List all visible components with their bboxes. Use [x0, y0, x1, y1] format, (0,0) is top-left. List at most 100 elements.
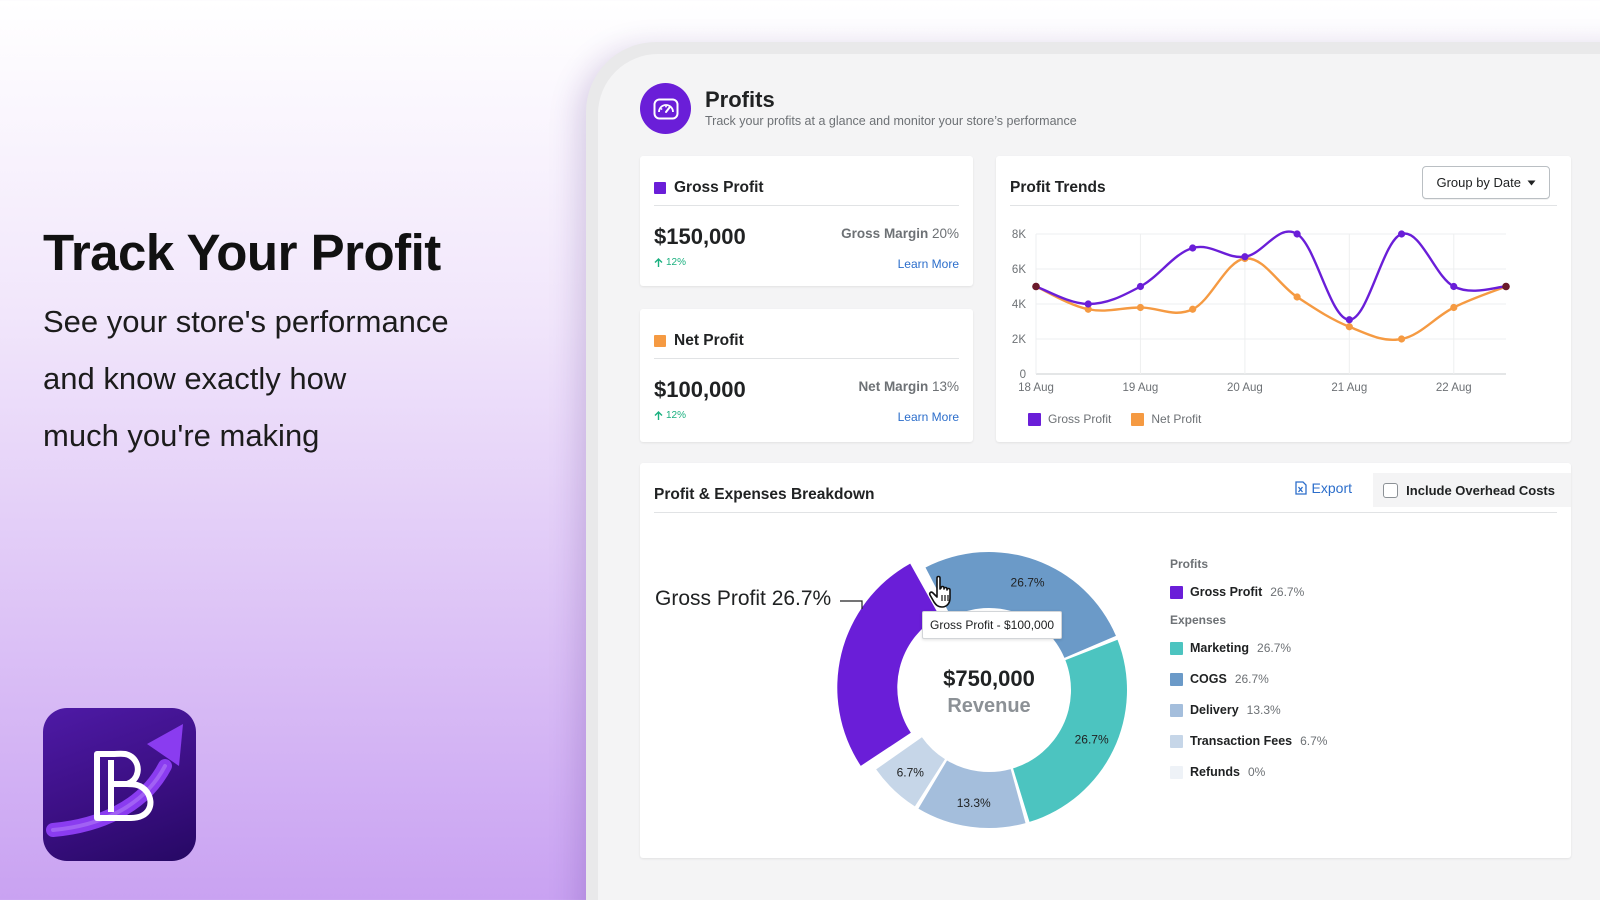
legend-label: Delivery	[1190, 703, 1239, 717]
legend-swatch	[1170, 734, 1183, 748]
legend-pct: 26.7%	[1270, 585, 1305, 599]
pointer-hand-icon	[928, 575, 951, 608]
legend-item-refunds: Refunds 0%	[1170, 765, 1265, 779]
caret-down-icon	[1527, 180, 1536, 185]
card-header: Net Profit	[654, 323, 959, 359]
data-point[interactable]	[1397, 335, 1406, 343]
data-point[interactable]	[1032, 282, 1040, 291]
x-tick-label: 20 Aug	[1227, 382, 1263, 394]
card-header: Profit Trends	[1010, 170, 1557, 206]
group-by-date-button[interactable]: Group by Date	[1422, 166, 1550, 199]
data-point[interactable]	[1502, 282, 1510, 291]
overhead-label: Include Overhead Costs	[1406, 482, 1555, 498]
group-by-label: Group by Date	[1436, 175, 1521, 190]
legend-label: Gross Profit	[1048, 412, 1112, 426]
margin-value: 20%	[931, 226, 959, 241]
data-point[interactable]	[1136, 282, 1145, 291]
hero-title: Track Your Profit	[43, 224, 441, 281]
change-indicator: 12%	[654, 410, 686, 421]
net-margin: Net Margin 13%	[858, 379, 959, 394]
hero-subtitle-line: See your store's performance	[43, 304, 449, 340]
include-overhead-toggle[interactable]: Include Overhead Costs	[1373, 473, 1571, 507]
data-point[interactable]	[1293, 230, 1301, 238]
chart-legend: Gross Profit Net Profit	[1028, 412, 1201, 426]
export-label: Export	[1311, 480, 1352, 496]
data-point[interactable]	[1241, 253, 1249, 261]
spreadsheet-icon	[1294, 481, 1307, 495]
breakdown-card: Profit & Expenses Breakdown Export Inclu…	[640, 463, 1571, 858]
donut-tooltip: Gross Profit - $100,000	[922, 611, 1063, 639]
margin-label: Gross Margin	[841, 226, 929, 241]
hero-subtitle-line: and know exactly how	[43, 361, 347, 397]
card-title: Gross Profit	[674, 178, 764, 196]
legend-label: COGS	[1190, 672, 1227, 686]
x-tick-label: 18 Aug	[1018, 382, 1054, 394]
legend-item-delivery: Delivery 13.3%	[1170, 703, 1281, 717]
legend-label: Transaction Fees	[1190, 734, 1293, 748]
data-point[interactable]	[1450, 282, 1458, 291]
export-button[interactable]: Export	[1294, 480, 1352, 496]
card-title: Profit & Expenses Breakdown	[654, 485, 875, 503]
legend-item-transaction-fees: Transaction Fees 6.7%	[1170, 734, 1327, 748]
profits-heading: Profits	[1170, 557, 1209, 571]
donut-callout: Gross Profit 26.7%	[655, 587, 831, 611]
data-point[interactable]	[1450, 303, 1458, 312]
legend-item-cogs: COGS 26.7%	[1170, 672, 1269, 686]
page-subtitle: Track your profits at a glance and monit…	[705, 114, 1077, 128]
hero: Track Your Profit See your store's perfo…	[43, 224, 563, 464]
speedometer-icon	[640, 83, 691, 134]
data-point[interactable]	[1189, 244, 1197, 252]
legend-pct: 0%	[1248, 765, 1266, 779]
net-profit-value: $100,000	[654, 377, 746, 402]
gross-margin: Gross Margin 20%	[841, 226, 959, 241]
change-value: 12%	[666, 410, 687, 421]
expenses-heading: Expenses	[1170, 613, 1227, 627]
legend-label: Marketing	[1190, 641, 1250, 655]
card-header: Profit & Expenses Breakdown	[654, 477, 1557, 513]
data-point[interactable]	[1084, 305, 1092, 313]
hero-subtitle-line: much you're making	[43, 418, 320, 454]
x-tick-label: 21 Aug	[1331, 382, 1367, 394]
y-tick-label: 6K	[1012, 264, 1026, 276]
legend-swatch-gross	[1028, 412, 1041, 426]
legend-pct: 26.7%	[1234, 672, 1269, 686]
page-title: Profits	[705, 87, 775, 112]
legend-item-gross-profit: Gross Profit 26.7%	[1170, 585, 1304, 599]
data-point[interactable]	[1345, 316, 1353, 324]
change-indicator: 12%	[654, 257, 686, 268]
arrow-up-icon	[654, 410, 663, 420]
profit-trends-chart: 0 2K 4K 6K 8K 18 Aug 19 Aug 20 Aug 21 Aug 22 Aug	[1012, 229, 1510, 394]
gross-profit-value: $150,000	[654, 224, 746, 249]
callout-text: Gross Profit 26.7%	[655, 587, 832, 610]
x-tick-label: 19 Aug	[1123, 382, 1159, 394]
data-point[interactable]	[1397, 230, 1406, 238]
legend-swatch-net	[1131, 412, 1145, 426]
learn-more-link[interactable]: Learn More	[897, 257, 959, 271]
legend-swatch	[1170, 703, 1183, 717]
x-tick-label: 22 Aug	[1436, 382, 1472, 394]
overhead-checkbox[interactable]	[1383, 482, 1399, 498]
card-title: Profit Trends	[1010, 178, 1106, 196]
data-point[interactable]	[1345, 323, 1353, 331]
card-header: Gross Profit	[654, 170, 959, 206]
margin-value: 13%	[931, 379, 959, 394]
margin-label: Net Margin	[858, 379, 929, 394]
legend-pct: 13.3%	[1246, 703, 1281, 717]
legend-label: Refunds	[1190, 765, 1240, 779]
y-tick-label: 0	[1020, 369, 1026, 381]
learn-more-link[interactable]: Learn More	[897, 410, 959, 424]
net-profit-card: Net Profit $100,000 Net Margin 13% 12% L…	[640, 309, 973, 442]
data-point[interactable]	[1084, 300, 1092, 308]
net-profit-swatch	[654, 334, 666, 347]
legend-swatch	[1170, 585, 1183, 599]
legend-swatch	[1170, 765, 1183, 779]
y-tick-label: 4K	[1012, 299, 1026, 311]
data-point[interactable]	[1136, 303, 1145, 312]
y-tick-label: 8K	[1012, 229, 1026, 241]
data-point[interactable]	[1189, 305, 1197, 313]
gross-profit-card: Gross Profit $150,000 Gross Margin 20% 1…	[640, 156, 973, 286]
data-point[interactable]	[1293, 293, 1301, 301]
hero-subtitle: See your store's performance and know ex…	[43, 293, 483, 464]
legend-label: Gross Profit	[1190, 585, 1263, 599]
app-logo	[43, 708, 196, 861]
